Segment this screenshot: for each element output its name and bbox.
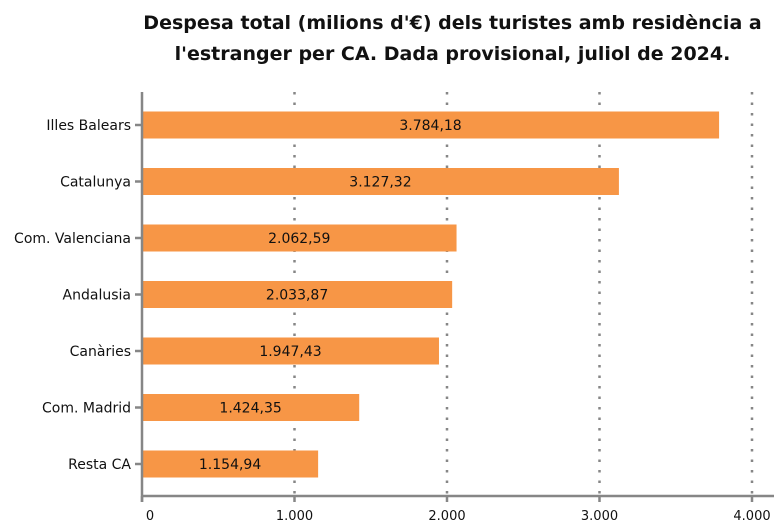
bar-4 <box>143 281 453 308</box>
chart-title: Despesa total (milions d'€) dels turiste… <box>0 8 775 70</box>
category-label-3: Com. Valenciana <box>14 231 131 247</box>
bar-6 <box>143 394 360 421</box>
category-label-6: Com. Madrid <box>42 401 131 417</box>
value-label-5: 1.947,43 <box>259 344 321 360</box>
value-label-1: 3.784,18 <box>399 118 461 134</box>
value-label-4: 2.033,87 <box>266 288 328 304</box>
category-label-1: Illes Balears <box>46 118 131 134</box>
x-tick-label-4: 4.000 <box>733 509 770 522</box>
chart-title-line-2: l'estranger per CA. Dada provisional, ju… <box>174 43 731 65</box>
labels: 3.784,18 3.127,32 2.062,59 2.033,87 1.947,43… <box>14 118 771 522</box>
x-tick-label-1: 1.000 <box>276 509 313 522</box>
x-tick-label-3: 3.000 <box>581 509 618 522</box>
bar-1 <box>143 111 720 139</box>
value-label-6: 1.424,35 <box>219 401 281 417</box>
x-tick-label-0: 0 <box>146 509 154 522</box>
x-tick-label-2: 2.000 <box>428 509 465 522</box>
value-label-2: 3.127,32 <box>349 175 411 191</box>
category-label-2: Catalunya <box>60 175 131 191</box>
bar-5 <box>143 337 439 365</box>
category-label-7: Resta CA <box>68 457 131 473</box>
chart-title-line-1: Despesa total (milions d'€) dels turiste… <box>143 12 762 34</box>
bars <box>143 111 720 478</box>
category-label-5: Canàries <box>70 344 131 360</box>
bar-3 <box>143 224 457 252</box>
bar-7 <box>143 450 319 478</box>
value-label-3: 2.062,59 <box>268 231 330 247</box>
value-label-7: 1.154,94 <box>199 457 261 473</box>
category-label-4: Andalusia <box>63 288 131 304</box>
bar-2 <box>143 168 619 195</box>
axes <box>135 92 774 502</box>
